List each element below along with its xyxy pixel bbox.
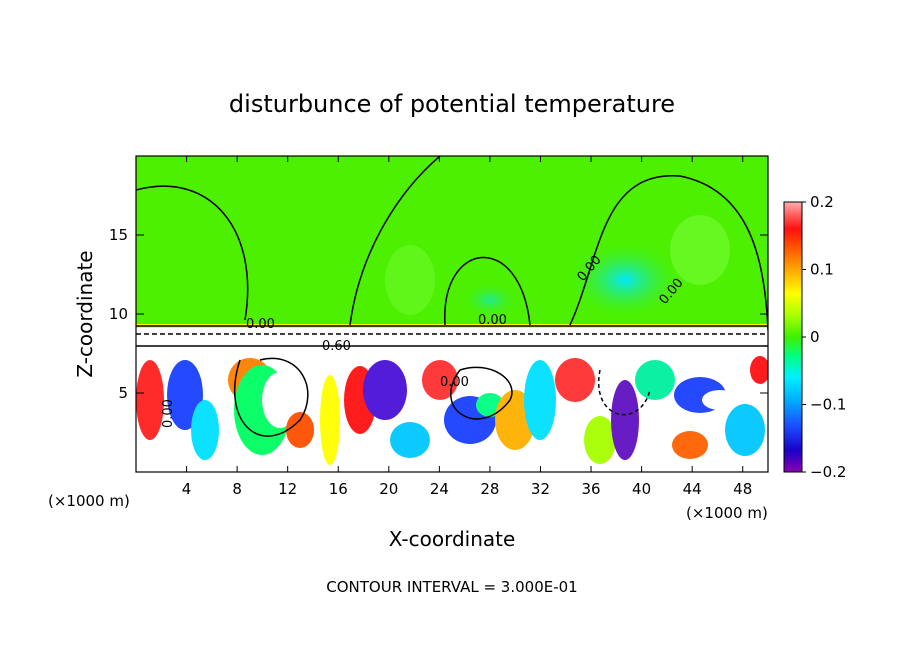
colorbar-tick-label: 0.2 [810,193,834,211]
x-tick-label: 40 [632,480,651,498]
contour-lines [136,156,768,437]
contour-label: 0.00 [478,313,507,328]
contour-label: 0.00 [161,399,176,428]
x-tick-label: 4 [182,480,192,498]
x-tick-label: 24 [430,480,449,498]
y-axis: 5 10 15 [109,226,768,402]
x-tick-label: 8 [232,480,242,498]
contour-label: 0.00 [440,375,469,390]
x-tick-label: 36 [581,480,600,498]
colorbar-tick-label: 0.1 [810,261,834,279]
x-axis-label: X-coordinate [389,527,516,551]
y-axis-label: Z-coordinate [73,250,97,377]
y-tick-label: 15 [109,226,128,244]
x-tick-label: 16 [329,480,348,498]
colorbar-ticks: 0.2 0.1 0 −0.1 −0.2 [802,193,846,481]
x-unit-label: (×1000 m) [48,492,130,510]
field-layer [136,156,768,472]
x-unit-label-right: (×1000 m) [686,504,768,522]
colorbar [783,201,803,473]
x-axis: 4 8 12 16 20 24 28 32 36 40 44 48 [182,156,752,498]
contour-interval-note: CONTOUR INTERVAL = 3.000E-01 [326,578,577,596]
chart-title: disturbunce of potential temperature [229,90,675,118]
colorbar-tick-label: −0.2 [810,463,846,481]
contour-label: 0.00 [246,317,275,332]
colorbar-tick-label: −0.1 [810,396,846,414]
x-tick-label: 12 [278,480,297,498]
y-tick-label: 10 [109,305,128,323]
x-tick-label: 44 [683,480,702,498]
colorbar-tick-label: 0 [810,328,820,346]
x-tick-label: 32 [531,480,550,498]
x-tick-label: 20 [379,480,398,498]
contour-label: 0.60 [322,339,351,354]
turbulent-blobs [136,356,768,465]
x-tick-label: 28 [480,480,499,498]
x-tick-label: 48 [733,480,752,498]
y-tick-label: 5 [118,384,128,402]
